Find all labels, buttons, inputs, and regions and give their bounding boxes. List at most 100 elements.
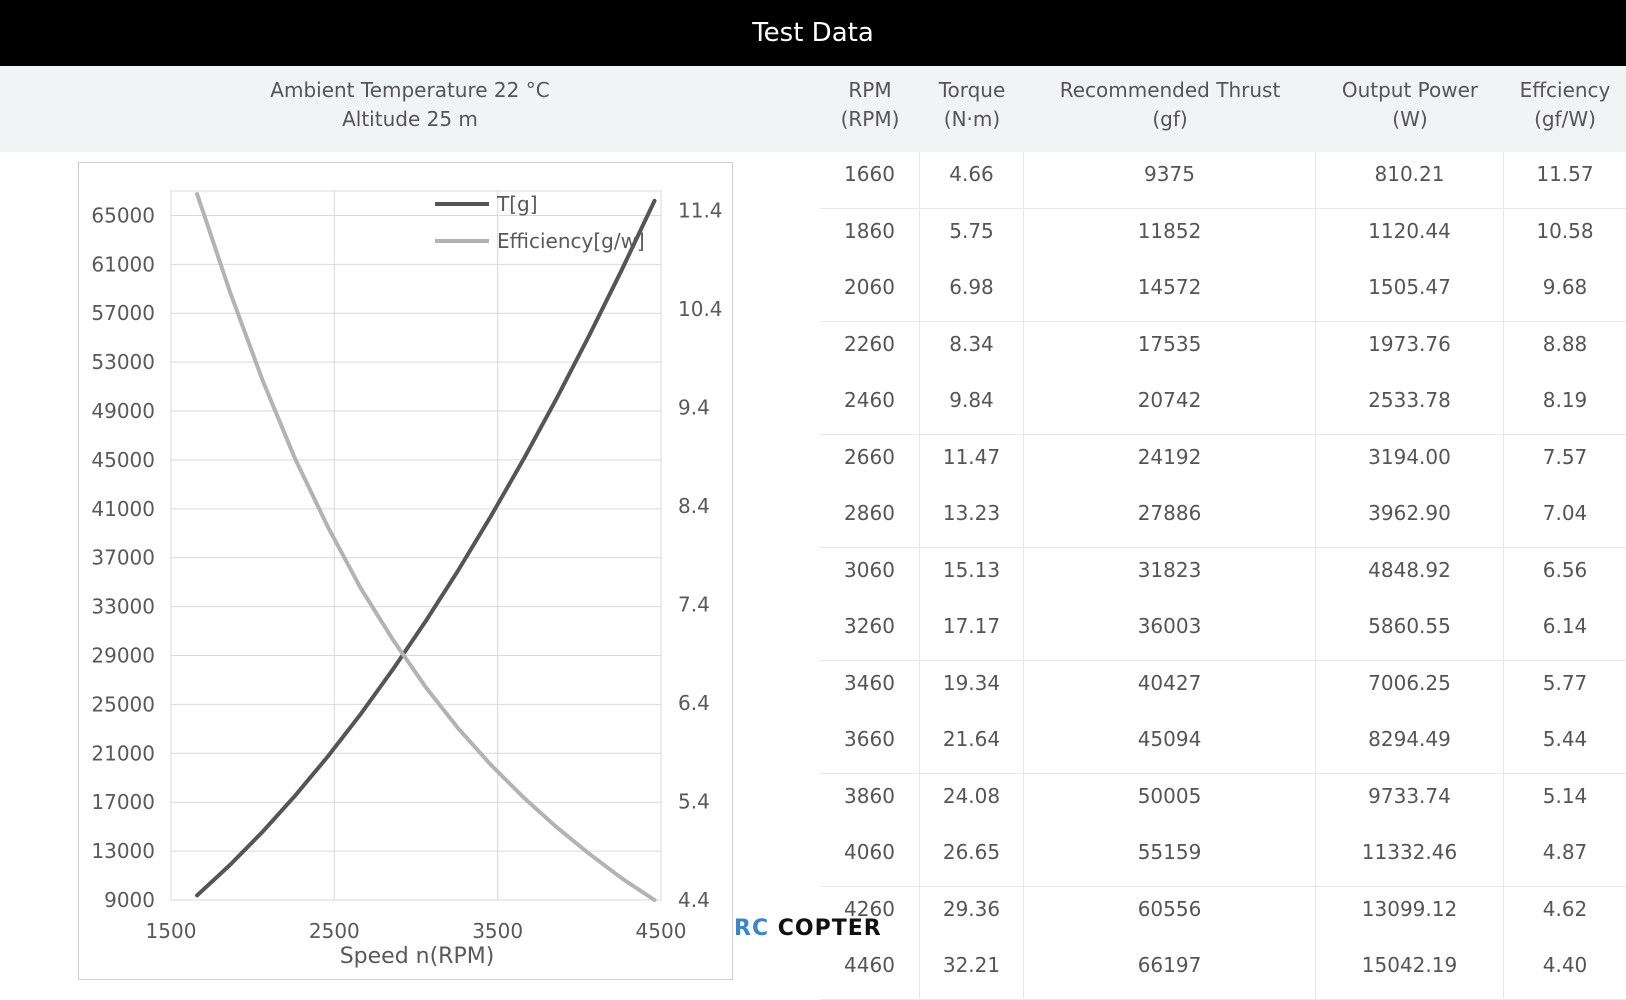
table-cell: 50005 bbox=[1024, 773, 1316, 830]
plot-area bbox=[170, 190, 662, 901]
table-cell: 27886 bbox=[1024, 491, 1316, 547]
table-cell: 15042.19 bbox=[1316, 943, 1504, 999]
x-tick-label: 3500 bbox=[472, 919, 523, 943]
table-cell: 810.21 bbox=[1316, 152, 1504, 208]
table-header-band bbox=[0, 66, 1626, 152]
table-row: 3060 15.13 31823 4848.92 6.56 bbox=[820, 547, 1626, 605]
table-cell: 1973.76 bbox=[1316, 321, 1504, 378]
column-header-title: RPM bbox=[848, 78, 892, 102]
table-row: 4460 32.21 66197 15042.19 4.40 bbox=[820, 943, 1626, 1000]
table-cell: 6.56 bbox=[1542, 557, 1588, 582]
y-right-tick-label: 5.4 bbox=[678, 790, 710, 814]
table-cell: 32.21 bbox=[920, 943, 1024, 999]
table-cell: 1660 bbox=[820, 152, 920, 208]
table-cell: 55159 bbox=[1024, 830, 1316, 886]
table-cell: 3460 bbox=[820, 660, 920, 717]
table-cell: 9.84 bbox=[920, 378, 1024, 434]
table-cell: 3860 bbox=[820, 773, 920, 830]
y-left-tick-label: 37000 bbox=[91, 546, 155, 570]
table-cell: 3060 bbox=[820, 547, 920, 604]
table-cell: 24192 bbox=[1024, 434, 1316, 491]
column-header-title: Torque bbox=[938, 78, 1006, 102]
table-cell: 17535 bbox=[1024, 321, 1316, 378]
table-cell: 40427 bbox=[1024, 660, 1316, 717]
ambient-temperature: Ambient Temperature 22 °C bbox=[270, 78, 550, 102]
column-header-0: RPM (RPM) bbox=[820, 76, 920, 134]
y-right-tick-label: 11.4 bbox=[678, 199, 723, 223]
table-cell: 4848.92 bbox=[1316, 547, 1504, 604]
column-header-1: Torque (N·m) bbox=[920, 76, 1024, 134]
table-cell: 9.68 bbox=[1542, 275, 1588, 299]
table-cell: 31823 bbox=[1024, 547, 1316, 604]
column-header-title: Effciency bbox=[1519, 78, 1611, 102]
table-row: 2860 13.23 27886 3962.90 7.04 bbox=[820, 491, 1626, 548]
column-header-unit: (gf) bbox=[1152, 107, 1188, 131]
table-cell: 2060 bbox=[820, 265, 920, 321]
y-left-tick-label: 53000 bbox=[91, 350, 155, 374]
y-left-tick-label: 13000 bbox=[91, 839, 155, 863]
table-cell: 19.34 bbox=[920, 660, 1024, 717]
table-cell: 3660 bbox=[820, 717, 920, 773]
table-row: 3260 17.17 36003 5860.55 6.14 bbox=[820, 604, 1626, 661]
table-cell: 8.34 bbox=[920, 321, 1024, 378]
y-left-tick-label: 41000 bbox=[91, 497, 155, 521]
y-right-tick-label: 6.4 bbox=[678, 691, 710, 715]
table-row: 4060 26.65 55159 11332.46 4.87 bbox=[820, 830, 1626, 887]
table-cell: 9375 bbox=[1024, 152, 1316, 208]
table-cell: 11332.46 bbox=[1316, 830, 1504, 886]
table-cell: 6.98 bbox=[920, 265, 1024, 321]
table-cell: 29.36 bbox=[920, 886, 1024, 943]
table-row: 2660 11.47 24192 3194.00 7.57 bbox=[820, 434, 1626, 492]
table-cell: 4.40 bbox=[1542, 953, 1588, 977]
table-cell: 5.14 bbox=[1542, 783, 1588, 808]
table-cell: 1120.44 bbox=[1316, 208, 1504, 265]
table-cell: 3194.00 bbox=[1316, 434, 1504, 491]
table-cell: 4.87 bbox=[1542, 840, 1588, 864]
table-cell: 4.62 bbox=[1542, 896, 1588, 921]
table-row: 2060 6.98 14572 1505.47 9.68 bbox=[820, 265, 1626, 322]
table-cell: 13099.12 bbox=[1316, 886, 1504, 943]
table-cell: 5.75 bbox=[920, 208, 1024, 265]
table-cell: 2533.78 bbox=[1316, 378, 1504, 434]
series-line-0 bbox=[195, 198, 657, 898]
rc-copter-watermark: RC COPTER bbox=[734, 916, 882, 941]
table-cell: 10.58 bbox=[1536, 218, 1594, 243]
table-cell: 1505.47 bbox=[1316, 265, 1504, 321]
table-cell: 2260 bbox=[820, 321, 920, 378]
watermark-copter: COPTER bbox=[777, 916, 882, 941]
x-tick-label: 4500 bbox=[636, 919, 687, 943]
table-cell: 5.44 bbox=[1542, 727, 1588, 751]
table-cell: 11.57 bbox=[1536, 162, 1594, 186]
table-cell: 6.14 bbox=[1542, 614, 1588, 638]
table-cell: 45094 bbox=[1024, 717, 1316, 773]
table-cell: 8.88 bbox=[1542, 331, 1588, 356]
x-tick-label: 2500 bbox=[309, 919, 360, 943]
table-row: 3660 21.64 45094 8294.49 5.44 bbox=[820, 717, 1626, 774]
column-header-title: Output Power bbox=[1341, 78, 1479, 102]
y-left-tick-label: 57000 bbox=[91, 301, 155, 325]
test-conditions: Ambient Temperature 22 °C Altitude 25 m bbox=[0, 76, 820, 134]
table-cell: 4260 bbox=[820, 886, 920, 943]
table-cell: 8294.49 bbox=[1316, 717, 1504, 773]
column-header-3: Output Power (W) bbox=[1316, 76, 1504, 134]
table-cell: 60556 bbox=[1024, 886, 1316, 943]
altitude: Altitude 25 m bbox=[342, 107, 478, 131]
table-cell: 2660 bbox=[820, 434, 920, 491]
table-cell: 21.64 bbox=[920, 717, 1024, 773]
table-cell: 3260 bbox=[820, 604, 920, 660]
table-row: 4260 29.36 60556 13099.12 4.62 bbox=[820, 886, 1626, 944]
y-right-tick-label: 8.4 bbox=[678, 494, 710, 518]
table-cell: 4460 bbox=[820, 943, 920, 999]
series-line-1 bbox=[195, 192, 657, 902]
y-left-tick-label: 49000 bbox=[91, 399, 155, 423]
table-cell: 4060 bbox=[820, 830, 920, 886]
table-row: 1860 5.75 11852 1120.44 10.58 bbox=[820, 208, 1626, 266]
table-cell: 2860 bbox=[820, 491, 920, 547]
column-header-unit: (RPM) bbox=[840, 107, 900, 131]
y-left-tick-label: 65000 bbox=[91, 203, 155, 227]
legend-label-0: T[g] bbox=[496, 192, 538, 216]
table-cell: 24.08 bbox=[920, 773, 1024, 830]
table-cell: 7.57 bbox=[1542, 444, 1588, 469]
x-axis-label: Speed n(RPM) bbox=[340, 944, 495, 969]
table-row: 1660 4.66 9375 810.21 11.57 bbox=[820, 152, 1626, 209]
